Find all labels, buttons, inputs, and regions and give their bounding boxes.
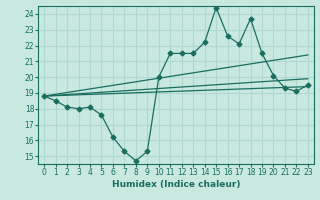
X-axis label: Humidex (Indice chaleur): Humidex (Indice chaleur) bbox=[112, 180, 240, 189]
